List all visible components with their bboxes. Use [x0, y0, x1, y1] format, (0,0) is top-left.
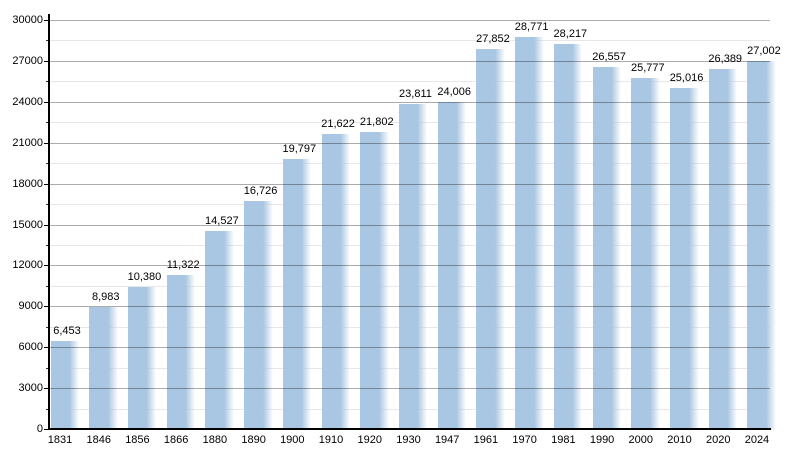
x-axis-line — [48, 428, 771, 430]
bar-value-label: 28,217 — [553, 28, 588, 41]
y-tick-label: 27000 — [12, 54, 43, 67]
bar — [166, 274, 196, 430]
y-grid-major — [50, 224, 770, 226]
bar — [398, 104, 428, 430]
x-tick-label: 1880 — [202, 434, 228, 446]
y-grid-minor — [50, 81, 770, 83]
y-tick-label: 9000 — [18, 300, 43, 313]
y-tick-label: 24000 — [12, 95, 43, 108]
y-tick-major — [44, 347, 50, 349]
bar — [708, 69, 738, 430]
bar-value-label: 21,622 — [321, 118, 355, 131]
y-tick-label: 21000 — [12, 136, 43, 149]
y-grid-major — [50, 60, 770, 62]
y-tick-major — [44, 142, 50, 144]
x-tick-label: 2020 — [705, 434, 731, 446]
x-tick-label: 1890 — [241, 434, 266, 446]
bar-value-label: 21,802 — [359, 115, 394, 128]
bar — [631, 77, 660, 430]
y-tick-label: 3000 — [18, 382, 43, 395]
bar-value-label: 11,322 — [166, 258, 200, 271]
x-tick-label: 1831 — [47, 434, 73, 446]
x-tick-label: 1856 — [125, 434, 150, 446]
x-tick-label: 1846 — [86, 434, 111, 446]
bar-value-label: 28,771 — [514, 20, 549, 33]
bar-value-label: 27,852 — [476, 33, 510, 46]
x-tick-label: 1981 — [551, 434, 576, 446]
bar — [50, 341, 79, 430]
bar — [592, 66, 622, 430]
y-tick-major — [44, 429, 50, 430]
bar — [747, 60, 776, 430]
bar-value-label: 19,797 — [282, 143, 317, 156]
y-grid-major — [50, 101, 770, 103]
y-tick-major — [44, 20, 50, 21]
y-tick-major — [44, 224, 50, 226]
bar — [360, 131, 389, 430]
x-tick-label: 1920 — [357, 434, 382, 446]
bar — [321, 134, 351, 430]
bar-value-label: 25,016 — [669, 71, 704, 84]
bar-value-label: 6,453 — [53, 325, 81, 338]
y-grid-major — [50, 183, 770, 185]
y-tick-major — [44, 101, 50, 103]
x-tick-label: 1947 — [434, 434, 460, 446]
x-tick-label: 1970 — [512, 434, 537, 446]
bar — [515, 36, 544, 430]
y-tick-label: 30000 — [12, 14, 43, 26]
y-grid-major — [50, 265, 770, 267]
bar-value-label: 8,983 — [91, 290, 120, 303]
y-tick-major — [44, 265, 50, 267]
bar-value-label: 24,006 — [437, 85, 472, 98]
bar-value-label: 27,002 — [747, 44, 781, 57]
y-grid-major — [50, 20, 770, 21]
y-tick-label: 12000 — [12, 259, 43, 272]
x-tick-label: 1961 — [473, 434, 499, 446]
y-tick-major — [44, 60, 50, 62]
y-grid-major — [50, 388, 770, 390]
bar-value-label: 23,811 — [399, 88, 432, 101]
bar — [205, 230, 234, 430]
x-tick-label: 1990 — [589, 434, 615, 446]
bar — [89, 306, 118, 430]
bar-value-label: 25,777 — [630, 61, 665, 74]
bar — [282, 159, 312, 430]
y-grid-minor — [50, 40, 770, 42]
x-tick-label: 1866 — [163, 434, 189, 446]
bar-value-label: 26,557 — [592, 50, 626, 63]
bar-value-label: 14,527 — [205, 214, 239, 227]
y-grid-major — [50, 142, 770, 144]
x-tick-label: 1930 — [396, 434, 421, 446]
y-tick-major — [44, 306, 50, 308]
x-tick-label: 1910 — [318, 434, 344, 446]
bar-value-label: 16,726 — [243, 184, 278, 197]
y-tick-label: 6000 — [18, 341, 43, 354]
bar — [437, 101, 467, 430]
x-tick-label: 2010 — [667, 434, 692, 446]
x-tick-label: 2024 — [744, 434, 770, 446]
x-tick-label: 2000 — [628, 434, 654, 446]
bar — [127, 287, 157, 430]
y-tick-major — [44, 388, 50, 390]
bar — [476, 49, 505, 430]
bar — [553, 44, 583, 430]
y-grid-major — [50, 347, 770, 349]
y-tick-label: 15000 — [12, 218, 43, 231]
y-grid-major — [50, 306, 770, 308]
bar — [244, 200, 273, 430]
bar-value-label: 26,389 — [708, 53, 743, 66]
y-axis-line — [48, 14, 50, 430]
bar-value-label: 10,380 — [127, 271, 162, 284]
y-tick-major — [44, 183, 50, 185]
y-tick-label: 0 — [36, 423, 43, 435]
bar — [670, 87, 699, 430]
x-tick-label: 1900 — [280, 434, 305, 446]
y-tick-label: 18000 — [12, 177, 43, 190]
